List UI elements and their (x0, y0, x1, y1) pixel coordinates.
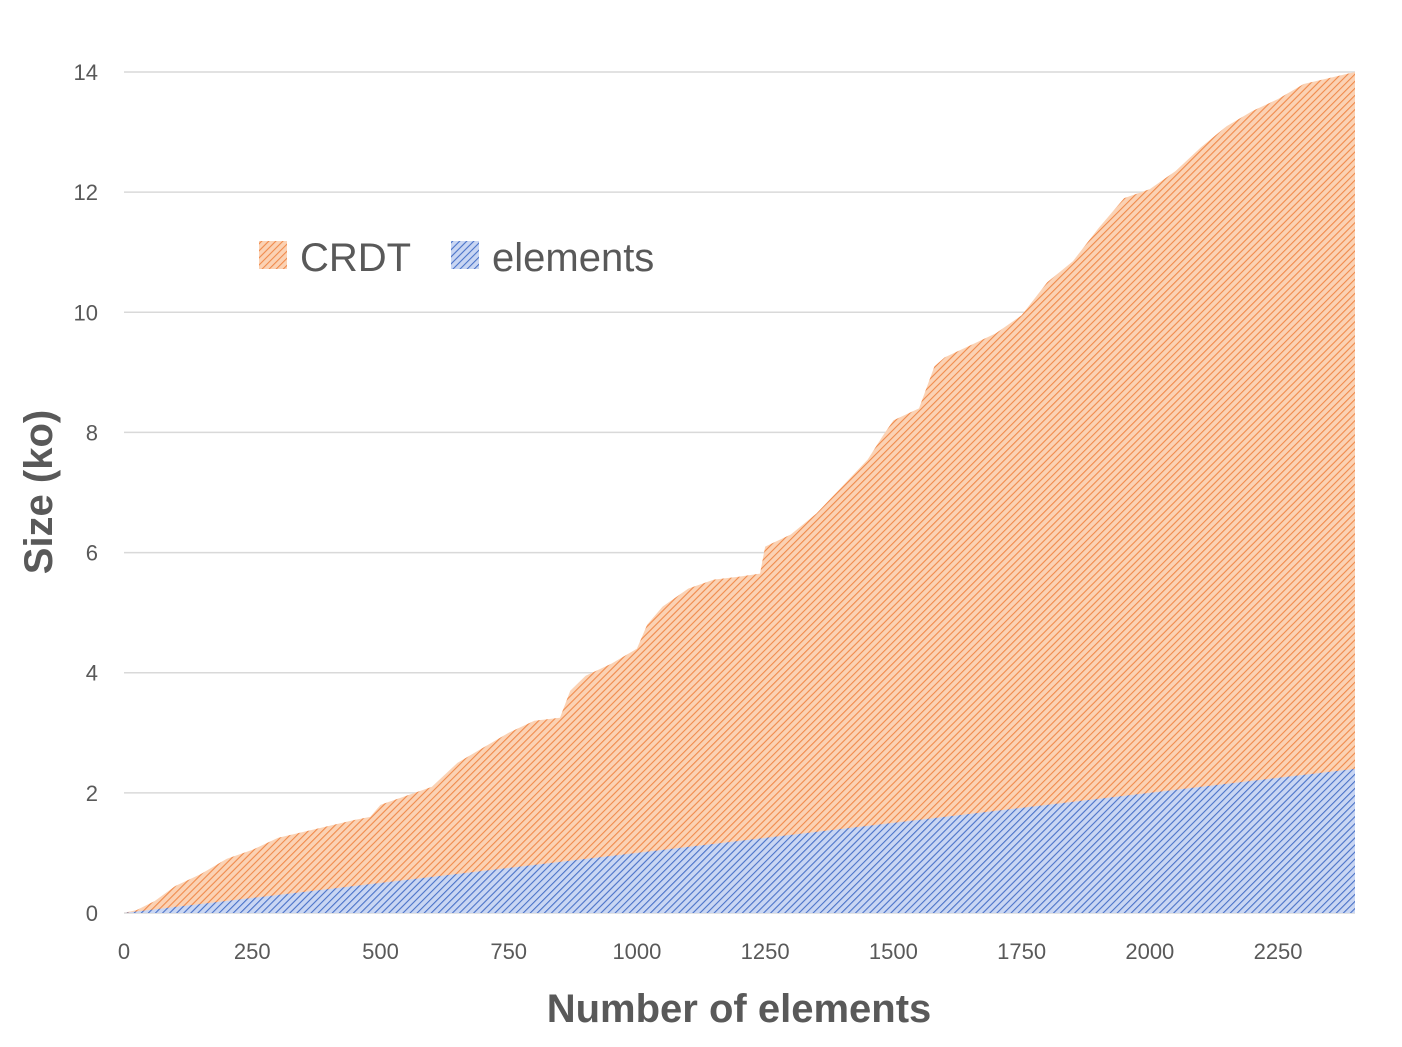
area-elements (124, 768, 1355, 913)
y-tick-label: 4 (86, 661, 98, 686)
x-tick-label: 1000 (612, 939, 661, 964)
x-axis-title: Number of elements (547, 987, 932, 1031)
area-crdt (124, 72, 1355, 913)
y-tick-label: 6 (86, 541, 98, 566)
y-tick-label: 14 (74, 60, 98, 85)
x-tick-label: 2000 (1125, 939, 1174, 964)
y-tick-label: 0 (86, 901, 98, 926)
y-tick-label: 12 (74, 180, 98, 205)
x-tick-label: 1250 (741, 939, 790, 964)
y-tick-label: 8 (86, 420, 98, 445)
x-tick-label: 500 (362, 939, 399, 964)
x-tick-label: 250 (234, 939, 271, 964)
y-axis-title: Size (ko) (17, 410, 61, 574)
x-axis-ticks: 0 250 500 750 1000 1250 1500 1750 2000 2250 (118, 939, 1303, 964)
legend: CRDT elements (259, 236, 654, 280)
x-tick-label: 1500 (869, 939, 918, 964)
legend-swatch-crdt (259, 241, 287, 269)
y-tick-label: 10 (74, 300, 98, 325)
x-tick-label: 1750 (997, 939, 1046, 964)
y-tick-label: 2 (86, 781, 98, 806)
x-tick-label: 750 (490, 939, 527, 964)
legend-swatch-elements (451, 241, 479, 269)
x-tick-label: 0 (118, 939, 130, 964)
legend-label-crdt: CRDT (300, 236, 411, 280)
series-areas (124, 72, 1355, 913)
y-axis-ticks: 0 2 4 6 8 10 12 14 (74, 60, 98, 926)
legend-label-elements: elements (492, 236, 654, 280)
x-tick-label: 2250 (1254, 939, 1303, 964)
